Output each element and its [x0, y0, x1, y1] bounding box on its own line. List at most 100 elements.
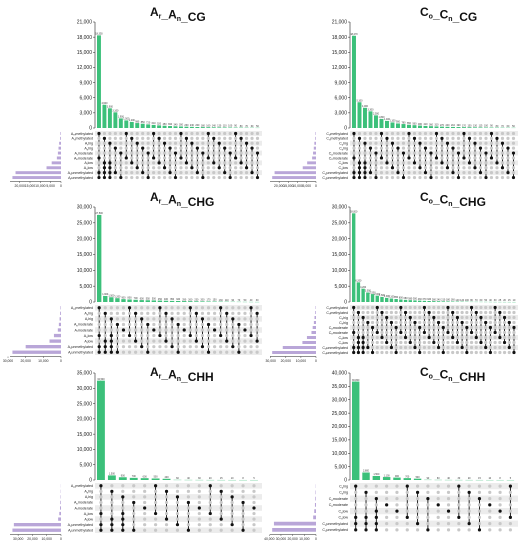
matrix-dot-empty	[422, 310, 427, 315]
set-size-bar	[315, 136, 316, 140]
matrix-dot-empty	[200, 328, 205, 332]
y-tick-label: 15,000	[77, 252, 93, 258]
matrix-dot-filled	[121, 517, 125, 521]
set-size-tick-label: 0	[60, 359, 62, 363]
matrix-dot-empty	[201, 146, 205, 150]
matrix-dot-empty	[478, 166, 483, 170]
matrix-dot-empty	[478, 151, 483, 155]
matrix-dot-empty	[197, 500, 201, 505]
matrix-dot-empty	[489, 151, 494, 155]
matrix-dot-filled	[97, 156, 101, 160]
y-tick-label: 30,000	[77, 386, 93, 392]
matrix-dot-empty	[157, 146, 161, 150]
matrix-dot-empty	[379, 171, 384, 175]
matrix-dot-empty	[99, 506, 103, 510]
matrix-stripe	[350, 160, 518, 166]
matrix-dot-empty	[507, 310, 511, 315]
matrix-dot-empty	[488, 340, 493, 345]
matrix-dot-empty	[405, 497, 409, 501]
bar-data-label: 430	[418, 298, 423, 301]
set-label: Cnlow	[339, 516, 349, 521]
bar-data-label: 30	[198, 477, 201, 480]
intersection-bar	[121, 299, 126, 302]
intersection-bar	[374, 115, 378, 128]
bar-data-label: 700	[405, 475, 410, 478]
matrix-dot-empty	[460, 340, 464, 345]
matrix-stripe	[95, 170, 262, 176]
matrix-dot-empty	[201, 141, 205, 145]
bar-data-label: 1,100	[384, 474, 391, 477]
matrix-dot-empty	[374, 484, 378, 488]
matrix-dot-empty	[179, 151, 183, 155]
matrix-dot-empty	[385, 156, 389, 160]
matrix-dot-filled	[511, 175, 516, 180]
matrix-dot-empty	[130, 166, 134, 170]
matrix-dot-empty	[102, 131, 107, 136]
matrix-dot-empty	[140, 328, 144, 332]
matrix-dot-empty	[130, 141, 134, 145]
matrix-dot-empty	[173, 131, 178, 136]
matrix-dot-filled	[103, 345, 107, 349]
matrix-dot-empty	[102, 141, 107, 145]
matrix-dot-empty	[429, 161, 433, 165]
intersection-bar	[357, 102, 362, 128]
matrix-dot-filled	[206, 322, 211, 327]
matrix-dot-empty	[399, 340, 403, 345]
matrix-dot-empty	[429, 156, 433, 160]
matrix-dot-empty	[135, 131, 139, 136]
matrix-dot-empty	[422, 350, 427, 355]
matrix-dot-empty	[186, 506, 191, 510]
matrix-dot-empty	[423, 136, 428, 140]
set-size-bar	[60, 131, 61, 135]
set-size-bar	[12, 350, 61, 354]
matrix-dot-filled	[441, 350, 445, 355]
matrix-dot-empty	[184, 151, 189, 155]
matrix-dot-filled	[99, 484, 103, 488]
matrix-dot-empty	[219, 328, 223, 332]
matrix-dot-empty	[502, 305, 507, 310]
y-tick-label: 5,000	[334, 284, 347, 290]
matrix-dot-empty	[184, 146, 189, 150]
matrix-dot-empty	[170, 306, 174, 310]
set-label: Ammethylated	[71, 132, 93, 137]
matrix-dot-empty	[241, 517, 245, 521]
bar-data-label: 25	[499, 299, 502, 302]
matrix-dot-empty	[511, 161, 516, 165]
matrix-dot-filled	[473, 141, 477, 145]
bar-data-label: 350	[170, 298, 175, 301]
matrix-dot-empty	[143, 489, 147, 493]
y-tick-label: 18,000	[332, 35, 348, 41]
matrix-dot-filled	[223, 171, 227, 175]
matrix-dot-empty	[132, 489, 136, 493]
matrix-dot-filled	[212, 328, 217, 332]
matrix-dot-empty	[194, 333, 198, 338]
set-size-bar	[58, 517, 61, 521]
matrix-dot-empty	[493, 340, 497, 345]
y-tick-label: 0	[344, 300, 347, 306]
matrix-dot-filled	[255, 339, 259, 343]
matrix-dot-filled	[168, 171, 172, 175]
matrix-dot-empty	[502, 350, 507, 355]
intersection-bar	[462, 127, 466, 128]
matrix-dot-empty	[231, 306, 235, 310]
matrix-dot-empty	[462, 171, 466, 175]
matrix-dot-empty	[164, 345, 168, 349]
matrix-dot-empty	[401, 171, 406, 175]
matrix-dot-empty	[498, 330, 502, 335]
matrix-dot-empty	[223, 141, 227, 145]
bar-data-label: 150	[213, 299, 218, 302]
matrix-dot-empty	[451, 175, 455, 180]
matrix-dot-empty	[119, 161, 123, 165]
matrix-dot-filled	[374, 515, 378, 519]
matrix-dot-empty	[243, 333, 247, 338]
matrix-dot-empty	[488, 490, 492, 494]
matrix-dot-filled	[451, 335, 455, 340]
bar-data-label: 1,100	[389, 120, 396, 123]
matrix-dot-empty	[121, 306, 126, 310]
matrix-dot-empty	[152, 161, 156, 165]
matrix-dot-empty	[440, 151, 444, 155]
matrix-dot-filled	[405, 484, 409, 488]
matrix-dot-empty	[498, 340, 502, 345]
matrix-dot-filled	[109, 333, 113, 338]
matrix-dot-empty	[152, 171, 156, 175]
